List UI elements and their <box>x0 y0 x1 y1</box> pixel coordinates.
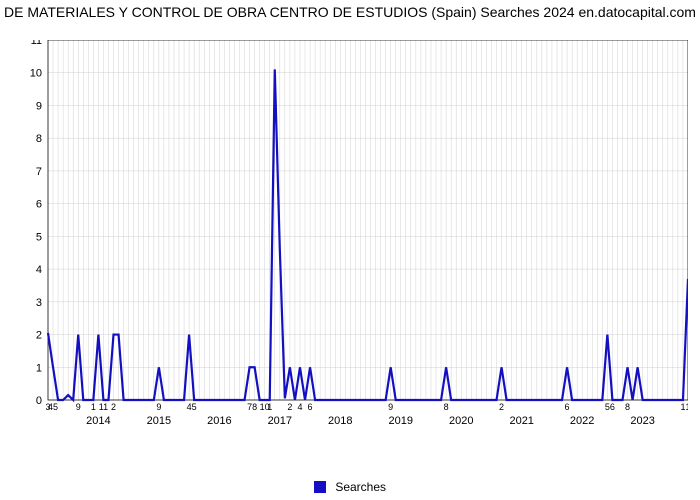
svg-text:9: 9 <box>36 100 42 112</box>
svg-text:2016: 2016 <box>207 415 231 427</box>
svg-text:2: 2 <box>499 402 504 412</box>
legend-swatch <box>314 481 326 493</box>
svg-text:5: 5 <box>192 402 197 412</box>
svg-text:0: 0 <box>36 395 42 407</box>
svg-text:3: 3 <box>36 297 42 309</box>
svg-text:4: 4 <box>297 402 302 412</box>
legend-label: Searches <box>335 480 386 494</box>
svg-text:2014: 2014 <box>86 415 110 427</box>
svg-text:2023: 2023 <box>630 415 654 427</box>
svg-text:10: 10 <box>30 68 42 80</box>
svg-text:2017: 2017 <box>268 415 292 427</box>
svg-text:6: 6 <box>308 402 313 412</box>
svg-text:2018: 2018 <box>328 415 352 427</box>
svg-text:8: 8 <box>444 402 449 412</box>
svg-text:6: 6 <box>36 199 42 211</box>
svg-text:8: 8 <box>625 402 630 412</box>
svg-text:6: 6 <box>565 402 570 412</box>
svg-text:1: 1 <box>36 362 42 374</box>
svg-text:2015: 2015 <box>147 415 171 427</box>
chart-root: { "chart": { "type": "line", "title": "D… <box>0 0 700 500</box>
svg-text:45: 45 <box>48 402 58 412</box>
svg-text:11: 11 <box>99 402 108 412</box>
svg-text:5: 5 <box>36 231 42 243</box>
svg-text:1: 1 <box>91 402 96 412</box>
svg-text:2: 2 <box>36 330 42 342</box>
svg-text:8: 8 <box>36 133 42 145</box>
svg-text:11: 11 <box>31 40 42 47</box>
svg-text:9: 9 <box>76 402 81 412</box>
svg-text:2021: 2021 <box>509 415 533 427</box>
svg-text:2: 2 <box>287 402 292 412</box>
svg-text:2: 2 <box>111 402 116 412</box>
svg-text:2022: 2022 <box>570 415 594 427</box>
svg-text:2020: 2020 <box>449 415 473 427</box>
svg-text:9: 9 <box>156 402 161 412</box>
svg-text:9: 9 <box>388 402 393 412</box>
svg-text:1: 1 <box>267 402 272 412</box>
legend: Searches <box>0 479 700 494</box>
svg-text:2019: 2019 <box>389 415 413 427</box>
chart-title: DE MATERIALES Y CONTROL DE OBRA CENTRO D… <box>0 4 700 20</box>
chart-svg: 0123456789101134591112945781012469826568… <box>18 40 688 440</box>
svg-text:4: 4 <box>36 264 42 276</box>
svg-text:8: 8 <box>252 402 257 412</box>
svg-text:1: 1 <box>685 402 688 412</box>
svg-text:7: 7 <box>36 166 42 178</box>
chart-plot-area: 0123456789101134591112945781012469826568… <box>18 40 688 440</box>
svg-text:6: 6 <box>610 402 615 412</box>
